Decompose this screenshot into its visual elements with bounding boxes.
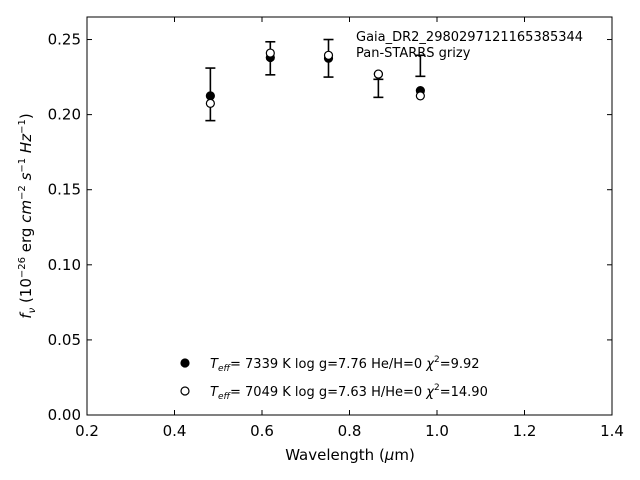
y-axis-label: fν (10−26 erg cm−2 s−1 Hz−1) <box>17 113 38 318</box>
model-point-open <box>265 48 275 58</box>
y-tick-label: 0.15 <box>48 181 81 199</box>
x-axis-label: Wavelength (μm) <box>285 446 415 464</box>
y-tick-label: 0.10 <box>48 256 81 274</box>
y-tick-label: 0.20 <box>48 106 81 124</box>
x-tick-label: 0.2 <box>75 422 99 440</box>
x-tick-label: 0.4 <box>163 422 187 440</box>
legend-entry: Teff= 7049 K log g=7.63 H/He=0 χ2=14.90 <box>210 383 488 402</box>
annotation-line-1: Gaia_DR2_2980297121165385344 <box>356 30 583 45</box>
y-tick-label: 0.25 <box>48 31 81 49</box>
x-tick-label: 0.8 <box>338 422 362 440</box>
model-point-open <box>373 69 383 79</box>
model-point-open <box>205 98 215 108</box>
x-tick-label: 1.2 <box>513 422 537 440</box>
plot-frame <box>86 16 613 416</box>
y-tick-label: 0.05 <box>48 331 81 349</box>
legend: Teff= 7339 K log g=7.76 He/H=0 χ2=9.92 Te… <box>180 355 488 402</box>
plot-area: 0.2 0.4 0.6 0.8 1.0 1.2 1.4 0.00 0.05 0.10 0.15 0.2… <box>48 16 624 440</box>
x-tick-label: 1.0 <box>425 422 449 440</box>
legend-entry: Teff= 7339 K log g=7.76 He/H=0 χ2=9.92 <box>210 355 480 374</box>
model-point-open <box>415 91 425 101</box>
model-point-open <box>323 50 334 60</box>
legend-marker-open <box>180 386 190 396</box>
x-tick-label: 1.4 <box>600 422 624 440</box>
annotation-block: Gaia_DR2_2980297121165385344 Pan-STARRS … <box>356 30 583 61</box>
y-tick-label: 0.00 <box>48 406 81 424</box>
annotation-line-2: Pan-STARRS grizy <box>356 46 471 61</box>
x-tick-label: 0.6 <box>250 422 274 440</box>
legend-marker-filled <box>180 358 190 368</box>
model-point-filled <box>205 91 215 101</box>
